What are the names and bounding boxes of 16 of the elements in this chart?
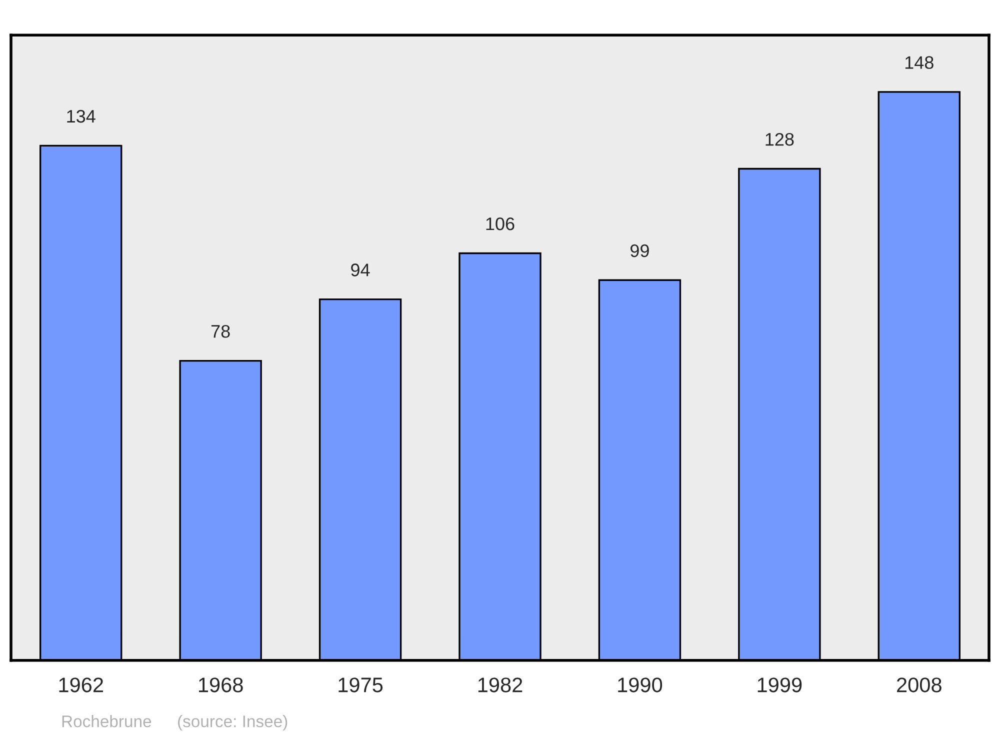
data-label: 128 bbox=[766, 132, 794, 146]
x-tick-label: 1990 bbox=[618, 678, 662, 692]
x-tick-label: 1982 bbox=[478, 678, 522, 692]
data-label: 106 bbox=[486, 217, 514, 230]
text: (source: Insee) bbox=[178, 715, 288, 731]
data-label: 148 bbox=[905, 56, 934, 69]
data-label: 78 bbox=[211, 324, 230, 338]
x-tick-label: 1968 bbox=[198, 678, 243, 692]
data-label: 134 bbox=[67, 110, 96, 123]
x-tick-label: 2008 bbox=[897, 678, 942, 692]
data-label: 94 bbox=[351, 264, 370, 276]
text: Rochebrune bbox=[62, 715, 152, 728]
data-label: 99 bbox=[630, 244, 649, 258]
x-tick-label: 1975 bbox=[338, 678, 383, 692]
x-tick-label: 1999 bbox=[758, 678, 802, 692]
x-tick-label: 1962 bbox=[59, 678, 103, 692]
